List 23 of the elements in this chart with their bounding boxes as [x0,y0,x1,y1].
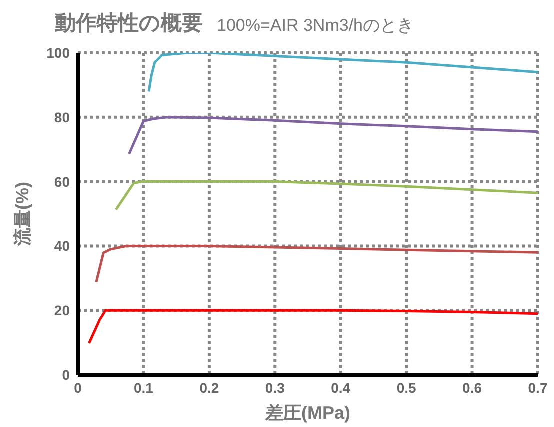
x-tick-label: 0.3 [265,380,286,396]
y-tick-label: 80 [54,109,70,126]
x-tick-label: 0 [74,380,82,396]
line-series [148,53,538,93]
chart-subtitle: 100%=AIR 3Nm3/hのとき [217,15,414,37]
line-series [95,244,538,284]
x-axis-title: 差圧(MPa) [264,403,351,423]
y-axis-title: 流量(%) [12,182,32,247]
x-tick-label: 0.7 [528,380,548,396]
y-tick-label: 0 [62,366,70,383]
x-tick-label: 0.2 [200,380,220,396]
y-tick-label: 40 [54,238,70,254]
y-tick-label: 100 [46,44,70,61]
line-series [88,309,538,345]
x-tick-label: 0.4 [331,380,351,396]
line-series [114,180,538,212]
y-tick-label: 60 [54,174,70,190]
x-tick-label: 0.5 [396,380,417,396]
y-tick-label: 20 [54,302,70,319]
line-series [128,116,538,156]
x-tick-label: 0.6 [462,380,482,396]
chart-title: 動作特性の概要 [55,10,203,37]
x-tick-label: 0.1 [134,380,154,396]
